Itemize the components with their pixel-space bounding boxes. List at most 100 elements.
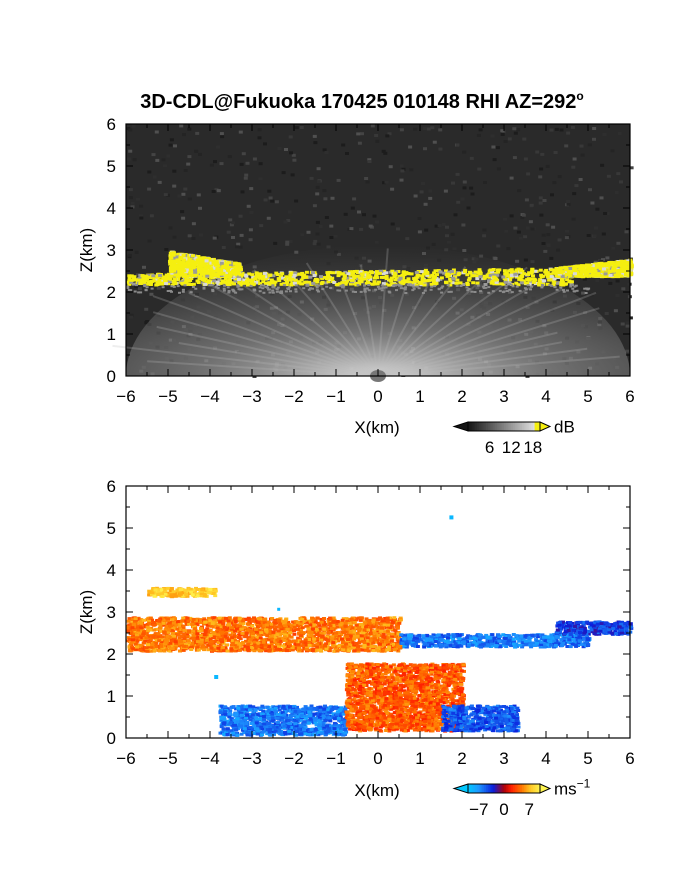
reflectivity-echo-cell xyxy=(466,278,471,282)
reflectivity-echo-cell xyxy=(193,256,198,260)
noise-cell xyxy=(522,137,527,141)
reflectivity-echo-cell xyxy=(533,269,538,273)
noise-cell xyxy=(572,192,577,196)
reflectivity-echo-cell xyxy=(567,280,572,284)
fan-ray xyxy=(341,284,379,377)
noise-cell xyxy=(180,210,185,214)
reflectivity-faint-cell xyxy=(271,289,275,292)
reflectivity-echo-cell xyxy=(182,258,186,262)
reflectivity-echo-cell xyxy=(346,272,351,276)
velocity-echo-cell xyxy=(147,645,152,649)
reflectivity-echo-cell xyxy=(168,266,173,270)
noise-cell xyxy=(179,124,184,128)
noise-cell xyxy=(352,197,357,201)
noise-cell xyxy=(422,127,427,131)
velocity-echo-cell xyxy=(370,636,375,640)
reflectivity-echo-cell xyxy=(326,273,330,277)
reflectivity-faint-cell xyxy=(441,285,445,288)
reflectivity-echo-cell xyxy=(293,271,298,275)
noise-cell xyxy=(528,220,533,224)
colorbar-segment xyxy=(478,422,482,431)
velocity-echo-cell xyxy=(209,617,214,621)
reflectivity-echo-cell xyxy=(254,280,259,284)
reflectivity-echo-cell xyxy=(242,278,247,282)
reflectivity-echo-cell xyxy=(285,280,289,284)
reflectivity-echo-cell xyxy=(197,277,202,281)
reflectivity-echo-cell xyxy=(595,262,600,266)
reflectivity-faint-cell xyxy=(126,285,130,288)
reflectivity-echo-cell xyxy=(583,270,588,274)
noise-cell xyxy=(615,279,620,283)
x-tick-label: 0 xyxy=(373,387,382,406)
noise-cell xyxy=(285,242,290,246)
reflectivity-echo-cell xyxy=(370,282,375,286)
noise-cell xyxy=(588,188,592,192)
reflectivity-echo-cell xyxy=(536,282,541,286)
velocity-echo-cell xyxy=(398,618,403,622)
noise-cell xyxy=(592,127,597,130)
reflectivity-echo-cell xyxy=(346,276,351,280)
reflectivity-echo-cell xyxy=(372,282,377,286)
reflectivity-faint-cell xyxy=(559,286,563,289)
reflectivity-echo-cell xyxy=(263,281,268,285)
reflectivity-echo-cell xyxy=(601,263,606,267)
fan-ray xyxy=(359,264,379,377)
reflectivity-echo-cell xyxy=(130,278,135,282)
noise-cell xyxy=(546,244,551,248)
noise-cell xyxy=(608,281,613,285)
reflectivity-echo-cell xyxy=(531,274,535,278)
reflectivity-echo-cell xyxy=(414,283,419,287)
noise-cell xyxy=(336,178,341,182)
noise-cell xyxy=(625,324,630,328)
noise-cell xyxy=(142,265,146,269)
reflectivity-faint-cell xyxy=(354,291,357,293)
noise-cell xyxy=(549,128,554,132)
reflectivity-echo-cell xyxy=(169,256,174,260)
reflectivity-echo-cell xyxy=(228,273,233,277)
reflectivity-echo-cell xyxy=(478,270,483,274)
noise-cell xyxy=(135,197,140,201)
noise-cell xyxy=(333,234,338,238)
reflectivity-echo-cell xyxy=(182,269,187,273)
noise-cell xyxy=(349,227,354,231)
velocity-echo-cell xyxy=(223,632,228,636)
reflectivity-echo-cell xyxy=(470,274,475,278)
noise-cell xyxy=(455,172,460,176)
reflectivity-faint-cell xyxy=(240,288,244,291)
reflectivity-echo-cell xyxy=(156,275,161,279)
noise-cell xyxy=(359,227,364,231)
reflectivity-echo-cell xyxy=(197,262,202,266)
reflectivity-echo-cell xyxy=(360,273,365,277)
velocity-echo-cell xyxy=(152,649,156,653)
reflectivity-echo-cell xyxy=(148,283,153,286)
reflectivity-echo-cell xyxy=(575,270,579,274)
noise-cell xyxy=(367,158,372,162)
noise-cell xyxy=(226,230,231,234)
reflectivity-echo-cell xyxy=(432,277,437,281)
noise-cell xyxy=(318,224,323,228)
noise-cell xyxy=(460,197,465,201)
reflectivity-faint-cell xyxy=(260,284,263,287)
fan-ray xyxy=(377,282,539,377)
colorbar-segment xyxy=(502,422,505,431)
noise-cell xyxy=(374,134,379,137)
noise-cell xyxy=(538,175,543,179)
noise-cell xyxy=(383,151,388,155)
reflectivity-echo-cell xyxy=(282,282,287,286)
velocity-echo-cell xyxy=(383,617,388,620)
noise-cell xyxy=(576,288,581,291)
noise-cell xyxy=(130,201,135,205)
reflectivity-echo-cell xyxy=(432,275,437,279)
reflectivity-echo-cell xyxy=(580,275,585,279)
velocity-echo-cell xyxy=(273,628,278,632)
reflectivity-echo-cell xyxy=(406,277,411,281)
reflectivity-faint-cell xyxy=(380,289,384,292)
colorbar-segment xyxy=(495,422,498,431)
noise-cell xyxy=(610,149,615,153)
reflectivity-echo-cell xyxy=(372,280,377,284)
reflectivity-faint-cell xyxy=(267,288,271,291)
reflectivity-echo-cell xyxy=(492,282,497,286)
reflectivity-echo-cell xyxy=(473,270,478,274)
reflectivity-echo-cell xyxy=(421,272,426,276)
reflectivity-echo-cell xyxy=(501,275,506,279)
